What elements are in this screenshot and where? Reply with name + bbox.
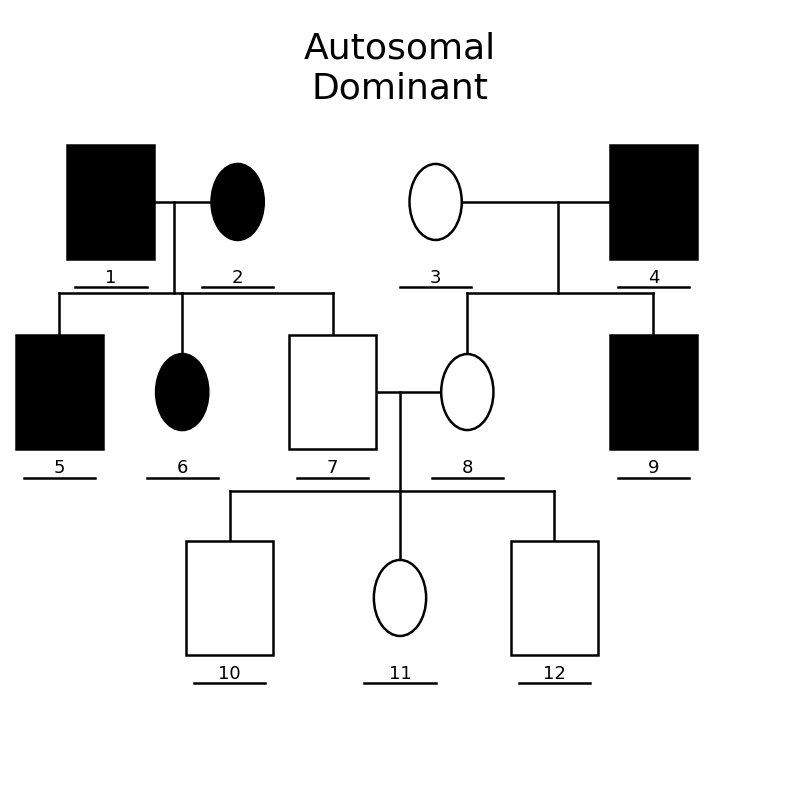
Ellipse shape <box>374 560 426 636</box>
FancyBboxPatch shape <box>289 335 376 449</box>
Text: 9: 9 <box>648 459 659 478</box>
Text: 12: 12 <box>543 665 566 683</box>
Text: 10: 10 <box>218 665 241 683</box>
Text: 2: 2 <box>232 269 243 287</box>
Ellipse shape <box>156 354 208 430</box>
Ellipse shape <box>441 354 494 430</box>
FancyBboxPatch shape <box>610 145 697 259</box>
Text: 4: 4 <box>648 269 659 287</box>
Ellipse shape <box>410 164 462 240</box>
Text: Autosomal
Dominant: Autosomal Dominant <box>304 32 496 105</box>
FancyBboxPatch shape <box>67 145 154 259</box>
Text: 7: 7 <box>327 459 338 478</box>
Text: 3: 3 <box>430 269 442 287</box>
Ellipse shape <box>211 164 264 240</box>
Text: 11: 11 <box>389 665 411 683</box>
Text: 8: 8 <box>462 459 473 478</box>
FancyBboxPatch shape <box>610 335 697 449</box>
Text: 6: 6 <box>177 459 188 478</box>
FancyBboxPatch shape <box>511 541 598 655</box>
Text: 1: 1 <box>106 269 117 287</box>
FancyBboxPatch shape <box>16 335 103 449</box>
Text: 5: 5 <box>54 459 65 478</box>
FancyBboxPatch shape <box>186 541 274 655</box>
